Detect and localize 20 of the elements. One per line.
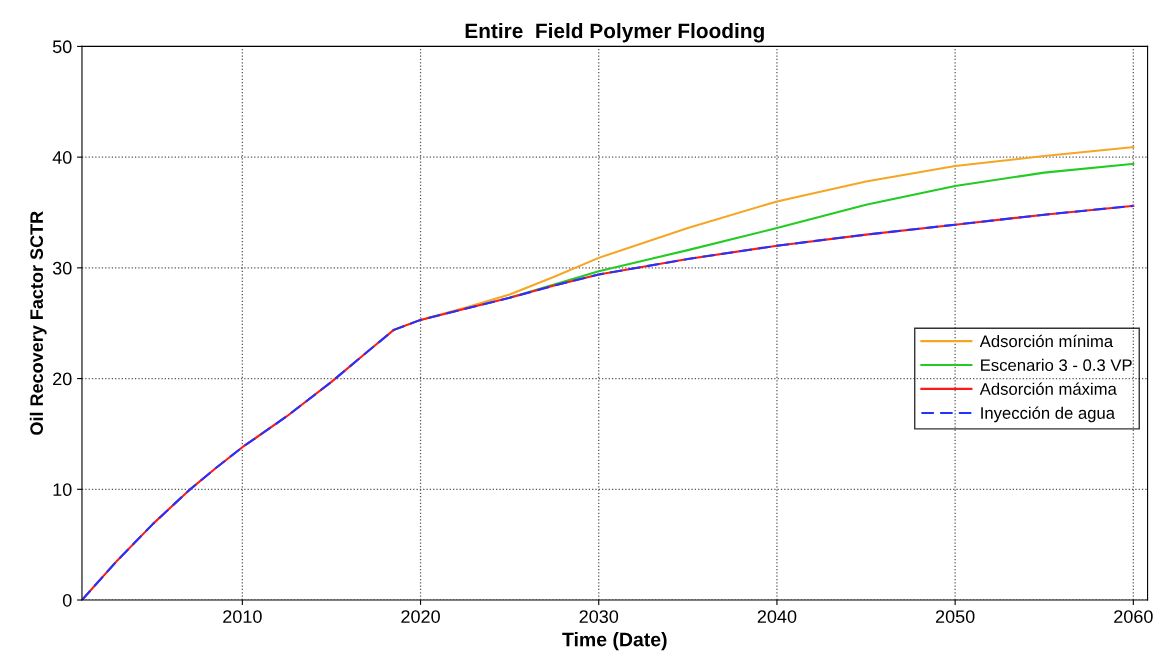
x-axis-title: Time (Date) (562, 632, 667, 651)
legend-label: Inyección de agua (981, 406, 1116, 423)
y-tick-label: 20 (53, 372, 72, 386)
y-tick-label: 50 (52, 40, 72, 54)
y-axis-title: Oil Recovery Factor SCTR (29, 211, 47, 435)
x-tick-label: 2060 (1114, 610, 1153, 623)
y-tick-label: 0 (62, 593, 72, 607)
y-tick-label: 30 (52, 261, 72, 275)
x-tick-label: 2020 (401, 610, 440, 623)
x-tick-label: 2030 (579, 610, 619, 623)
x-tick-label: 2040 (757, 610, 797, 623)
y-tick-label: 40 (52, 151, 72, 164)
legend-label: Adsorción máxima (979, 382, 1117, 395)
chart-title: Entire Field Polymer Flooding (465, 22, 764, 43)
legend-label: Adsorción mínima (979, 334, 1114, 348)
x-tick-label: 2050 (935, 610, 975, 623)
x-tick-label: 2010 (223, 610, 262, 623)
legend-label: Escenario 3 - 0.3 VP (981, 358, 1132, 372)
line-series (81, 204, 1135, 601)
y-tick-label: 10 (53, 483, 72, 497)
